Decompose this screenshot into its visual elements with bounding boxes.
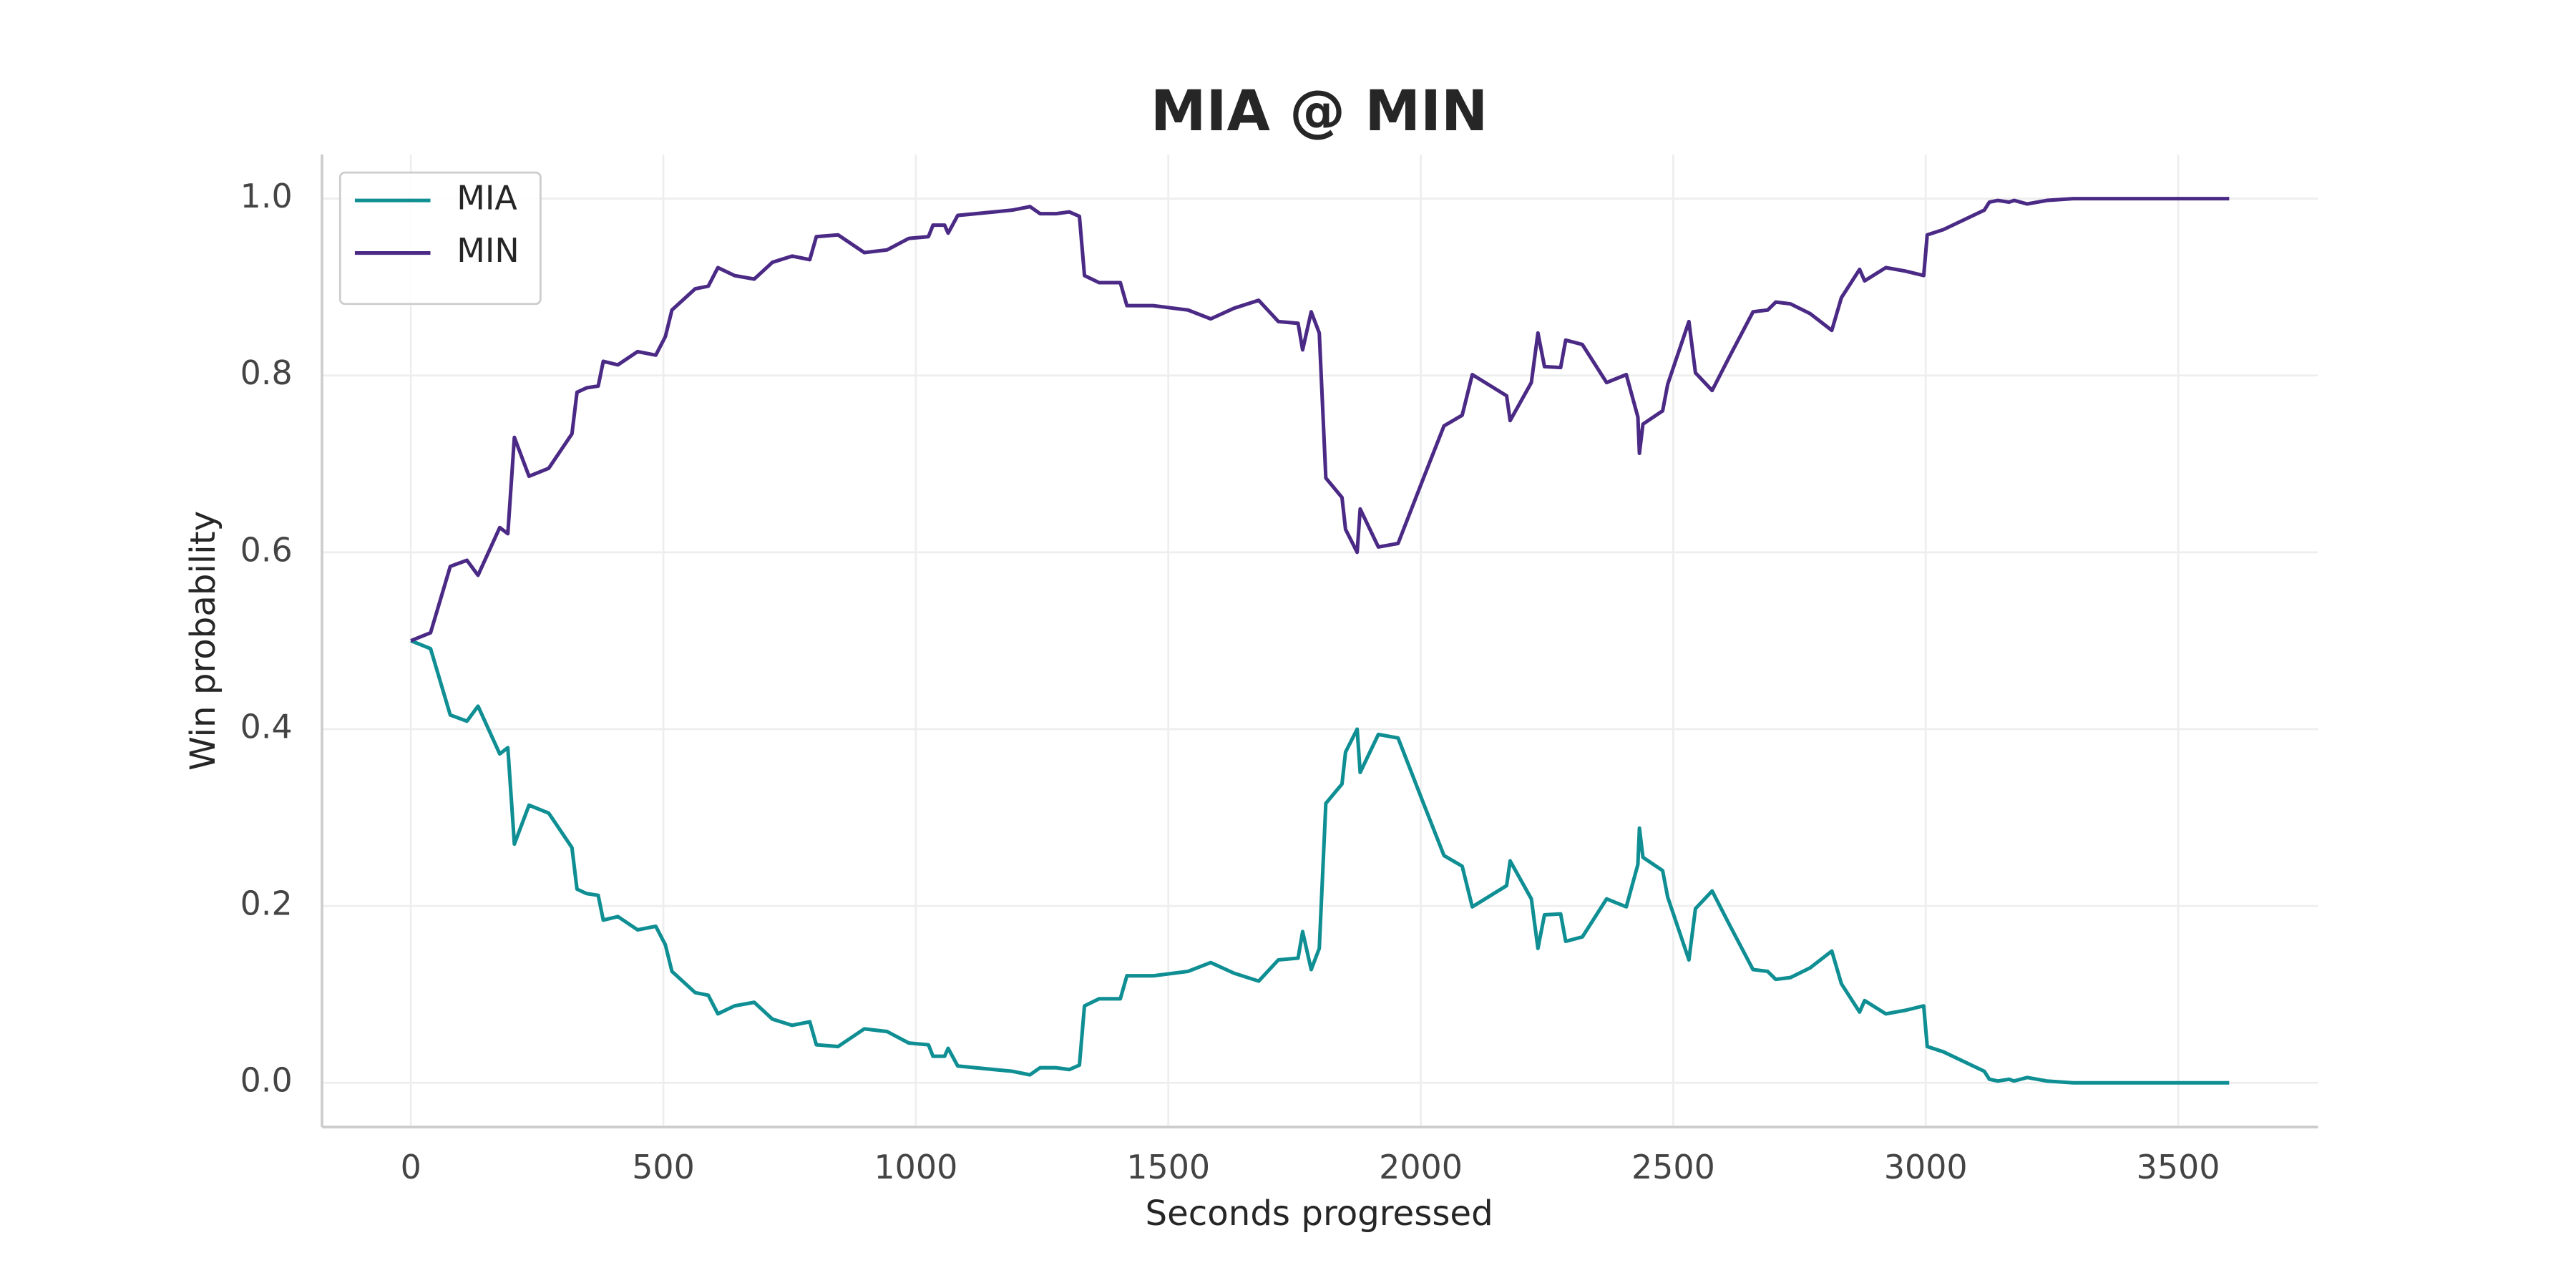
x-tick-label: 1000 <box>874 1148 957 1186</box>
series-line <box>410 639 2230 1085</box>
x-axis-label: Seconds progressed <box>1146 1194 1493 1234</box>
x-tick-label: 2000 <box>1379 1148 1463 1186</box>
series-line <box>410 197 2230 643</box>
y-tick-label: 0.6 <box>240 530 293 569</box>
x-tick-label: 2500 <box>1631 1148 1715 1186</box>
x-tick-label: 3500 <box>2137 1148 2220 1186</box>
y-tick-label: 1.0 <box>240 177 293 215</box>
y-tick-label: 0.0 <box>240 1061 293 1100</box>
x-tick-label: 500 <box>632 1148 695 1186</box>
legend-label: MIN <box>457 231 519 270</box>
x-tick-label: 1500 <box>1126 1148 1210 1186</box>
y-tick-label: 0.4 <box>240 707 293 746</box>
chart-title: MIA @ MIN <box>1151 79 1488 144</box>
legend: MIA MIN <box>338 171 542 306</box>
y-tick-label: 0.2 <box>240 884 293 923</box>
y-axis-label: Win probability <box>183 511 223 771</box>
legend-label: MIA <box>457 179 517 218</box>
x-tick-label: 3000 <box>1884 1148 1968 1186</box>
y-tick-label: 0.8 <box>240 353 293 392</box>
x-tick-label: 0 <box>401 1148 421 1186</box>
legend-box <box>338 171 542 306</box>
